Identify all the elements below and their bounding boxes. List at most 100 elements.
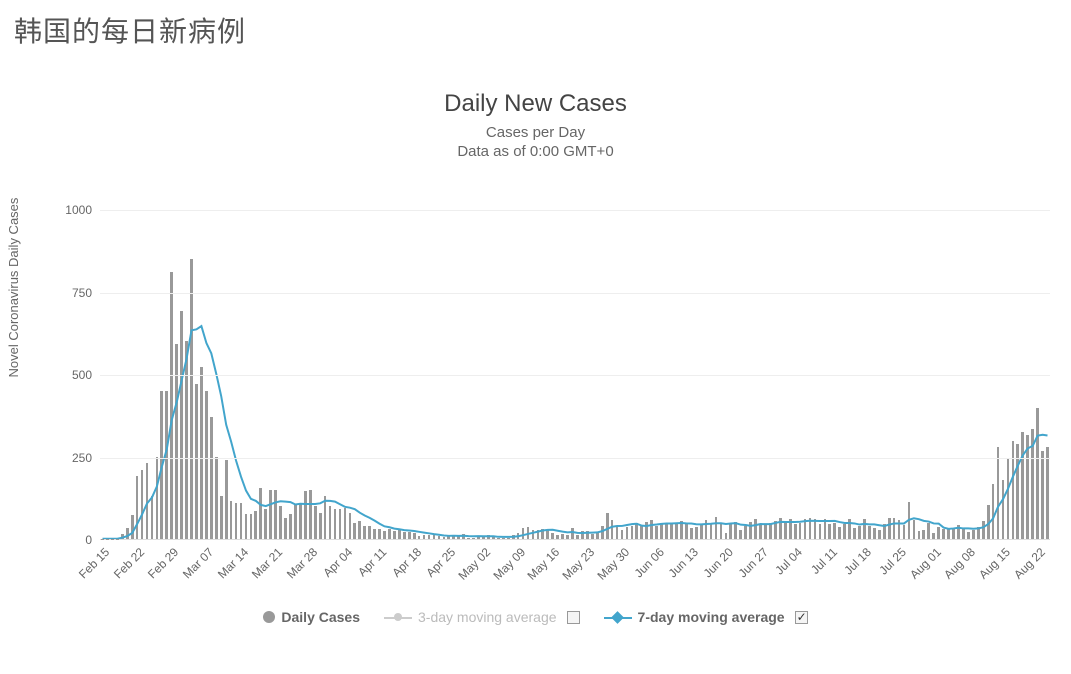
bar[interactable] [339,509,342,539]
bar[interactable] [903,525,906,539]
bar[interactable] [873,528,876,539]
legend-item-daily[interactable]: Daily Cases [263,609,360,625]
bar[interactable] [804,519,807,539]
bar[interactable] [799,523,802,539]
bar[interactable] [487,535,490,539]
bar[interactable] [680,521,683,539]
bar[interactable] [883,524,886,539]
bar[interactable] [779,518,782,539]
bar[interactable] [279,506,282,539]
bar[interactable] [373,529,376,539]
bar[interactable] [205,391,208,540]
bar[interactable] [190,259,193,540]
bar[interactable] [532,530,535,539]
bar[interactable] [383,531,386,539]
legend-checkbox-ma3[interactable] [567,611,580,624]
bar[interactable] [601,526,604,539]
bar[interactable] [294,504,297,539]
bar[interactable] [789,519,792,539]
bar[interactable] [828,524,831,539]
bar[interactable] [447,536,450,539]
bar[interactable] [987,505,990,539]
bar[interactable] [635,523,638,539]
bar[interactable] [284,518,287,539]
bar[interactable] [922,530,925,539]
bar[interactable] [170,272,173,539]
bar[interactable] [631,526,634,539]
bar[interactable] [141,470,144,539]
bar[interactable] [932,533,935,539]
bar[interactable] [700,525,703,539]
bar[interactable] [809,518,812,539]
bar[interactable] [304,491,307,539]
bar[interactable] [378,529,381,539]
bar[interactable] [200,367,203,539]
bar[interactable] [136,476,139,539]
bar[interactable] [660,523,663,540]
bar[interactable] [561,534,564,539]
bar[interactable] [319,513,322,539]
bar[interactable] [1012,441,1015,539]
bar[interactable] [175,344,178,539]
bar[interactable] [289,514,292,539]
bar[interactable] [863,519,866,539]
bar[interactable] [918,531,921,539]
bar[interactable] [551,533,554,539]
bar[interactable] [502,538,505,539]
bar[interactable] [537,530,540,539]
bar[interactable] [408,532,411,539]
bar[interactable] [230,501,233,539]
bar[interactable] [156,457,159,540]
bar[interactable] [423,535,426,539]
bar[interactable] [240,503,243,539]
bar[interactable] [121,534,124,539]
bar[interactable] [1021,432,1024,539]
bar[interactable] [957,525,960,539]
bar[interactable] [962,528,965,539]
bar[interactable] [1036,408,1039,539]
bar[interactable] [517,533,520,539]
bar[interactable] [843,524,846,539]
bar[interactable] [180,311,183,539]
bar[interactable] [997,447,1000,539]
bar[interactable] [329,506,332,539]
legend-item-ma7[interactable]: 7-day moving average [604,609,808,625]
bar[interactable] [443,537,446,539]
bar[interactable] [452,536,455,539]
bar[interactable] [546,530,549,539]
bar[interactable] [512,535,515,539]
bar[interactable] [927,523,930,539]
bar[interactable] [734,522,737,539]
bar[interactable] [1007,458,1010,539]
bar[interactable] [527,527,530,539]
bar[interactable] [457,536,460,539]
bar[interactable] [665,524,668,539]
bar[interactable] [151,496,154,539]
bar[interactable] [556,535,559,539]
bar[interactable] [586,531,589,539]
bar[interactable] [690,528,693,539]
bar[interactable] [774,521,777,539]
bar[interactable] [274,490,277,540]
bar[interactable] [729,524,732,539]
bar[interactable] [833,523,836,540]
bar[interactable] [942,529,945,539]
bar[interactable] [418,536,421,539]
bar[interactable] [314,506,317,539]
bar[interactable] [596,533,599,539]
bar[interactable] [482,537,485,539]
bar[interactable] [245,514,248,539]
bar[interactable] [250,514,253,539]
bar[interactable] [784,523,787,539]
bar[interactable] [749,522,752,539]
bar[interactable] [428,535,431,539]
bar[interactable] [433,535,436,539]
bar[interactable] [650,520,653,539]
bar[interactable] [349,513,352,539]
bar[interactable] [1046,447,1049,539]
bar[interactable] [853,528,856,539]
bar[interactable] [571,528,574,539]
bar[interactable] [566,535,569,539]
bar[interactable] [235,503,238,539]
bar[interactable] [195,384,198,539]
